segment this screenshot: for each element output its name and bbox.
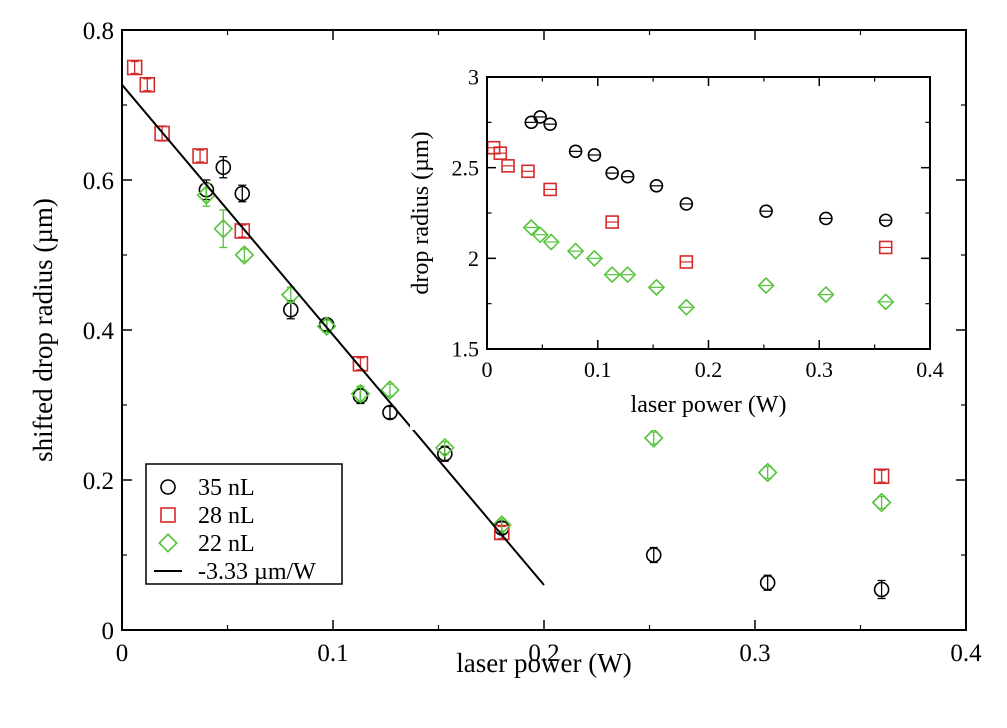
diamond-marker — [647, 278, 666, 296]
y-axis-label: drop radius (µm) — [408, 131, 434, 294]
legend-square-swatch — [160, 507, 176, 523]
inset-background — [410, 60, 950, 430]
circle-marker — [533, 110, 547, 124]
y-tick-label: 0.6 — [83, 168, 114, 195]
circle-marker — [234, 185, 251, 202]
diamond-marker — [877, 293, 895, 311]
circle-marker — [382, 404, 398, 421]
circle-marker — [759, 204, 773, 218]
diamond-marker — [213, 218, 234, 239]
x-tick-label: 0.4 — [916, 357, 944, 382]
series-3 — [121, 84, 545, 586]
square-marker — [501, 159, 515, 173]
inset-plot: 0 0.1 0.2 0.3 0.4 1.5 2 2.5 3 laser power (W) drop… — [408, 60, 950, 430]
diamond-marker — [757, 462, 778, 483]
diamond-marker — [531, 226, 549, 244]
square-marker — [679, 255, 694, 269]
x-tick-label: 0.2 — [695, 357, 723, 382]
y-tick-label: 0.4 — [83, 318, 115, 345]
square-marker — [154, 125, 170, 142]
circle-marker — [587, 148, 602, 162]
square-marker — [126, 59, 143, 76]
diamond-marker — [234, 245, 255, 265]
circle-marker — [568, 144, 583, 159]
diamond-marker — [380, 380, 400, 400]
x-tick-label: 0.1 — [317, 640, 348, 667]
circle-marker — [605, 166, 619, 180]
square-marker — [605, 215, 619, 229]
square-marker — [521, 164, 535, 179]
x-tick-label: 0.2 — [528, 640, 559, 667]
plot-frame — [486, 76, 931, 350]
diamond-marker — [643, 428, 664, 448]
x-tick-label: 0.3 — [806, 357, 834, 382]
circle-marker — [878, 213, 893, 228]
y-tick-label: 0 — [102, 618, 115, 645]
diamond-marker — [603, 266, 621, 284]
circle-marker — [679, 197, 694, 211]
square-marker — [352, 355, 369, 372]
square-marker — [234, 223, 251, 239]
fit-line — [121, 84, 545, 586]
y-axis-label: shifted drop radius (µm) — [28, 198, 58, 462]
main-plot: 0 0.1 0.2 0.3 0.4 0 0.2 0.4 0.6 0.8 laser power (W… — [28, 18, 982, 678]
plot-frame — [121, 29, 967, 631]
circle-marker — [620, 169, 635, 184]
x-axis-label: laser power (W) — [631, 392, 787, 418]
square-marker — [543, 182, 557, 197]
circle-marker — [215, 159, 232, 176]
y-tick-label: 0.8 — [83, 18, 114, 45]
diamond-marker — [522, 218, 540, 237]
diamond-marker — [350, 383, 371, 404]
diamond-marker — [316, 316, 337, 337]
x-axis-label: laser power (W) — [456, 648, 631, 678]
circle-marker — [759, 574, 776, 591]
legend-diamond-swatch — [158, 533, 178, 553]
circle-marker — [543, 117, 557, 131]
diamond-marker — [434, 437, 455, 458]
x-tick-label: 0 — [116, 640, 129, 667]
series-0 — [524, 110, 893, 228]
legend-label: 35 nL — [198, 475, 255, 501]
y-tick-label: 3 — [468, 65, 479, 90]
x-tick-label: 0.4 — [950, 640, 982, 667]
legend-circle-swatch — [160, 479, 176, 495]
legend-box — [145, 463, 343, 585]
series-2 — [522, 218, 895, 316]
diamond-marker — [757, 276, 775, 295]
y-tick-label: 2.5 — [452, 155, 480, 180]
x-tick-label: 0 — [482, 357, 493, 382]
series-1 — [126, 59, 890, 541]
legend-label: 22 nL — [198, 531, 255, 557]
circle-marker — [649, 179, 664, 193]
square-marker — [493, 146, 508, 160]
series-1 — [486, 140, 893, 269]
series-2 — [196, 183, 892, 535]
circle-marker — [819, 211, 833, 226]
y-tick-label: 2 — [468, 246, 479, 271]
square-marker — [878, 240, 893, 255]
diamond-marker — [619, 266, 637, 284]
diamond-marker — [566, 242, 585, 260]
square-marker — [873, 468, 890, 485]
square-marker — [139, 76, 156, 93]
legend-label: -3.33 µm/W — [198, 559, 316, 585]
x-tick-label: 0.1 — [584, 357, 612, 382]
y-tick-label: 0.2 — [83, 468, 114, 495]
diamond-marker — [677, 298, 695, 316]
diamond-marker — [585, 249, 604, 267]
legend-label: 28 nL — [198, 503, 255, 529]
diamond-marker — [871, 492, 892, 513]
diamond-marker — [542, 233, 560, 251]
diamond-marker — [817, 285, 835, 304]
square-marker — [192, 148, 208, 164]
circle-marker — [873, 581, 890, 598]
circle-marker — [645, 547, 662, 563]
y-tick-label: 1.5 — [452, 337, 480, 362]
x-tick-label: 0.3 — [739, 640, 770, 667]
